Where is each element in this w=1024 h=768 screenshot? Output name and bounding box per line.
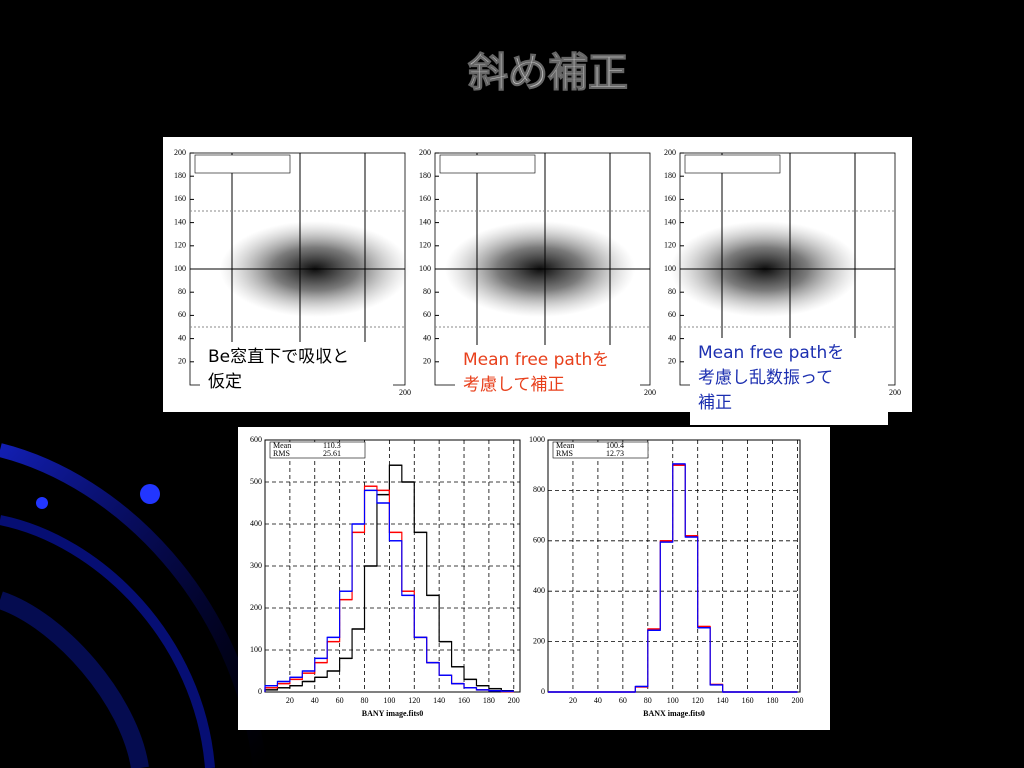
x-tick-label: 20 bbox=[286, 696, 294, 705]
stats-label: Mean bbox=[556, 441, 574, 450]
y-tick-label: 100 bbox=[664, 264, 676, 273]
y-tick-label: 80 bbox=[178, 287, 186, 296]
y-tick-label: 400 bbox=[250, 519, 262, 528]
x-tick-label: 40 bbox=[311, 696, 319, 705]
x-tick-label: 140 bbox=[717, 696, 729, 705]
y-tick-label: 200 bbox=[533, 636, 545, 645]
caption: Be窓直下で吸収と bbox=[208, 347, 349, 367]
y-tick-label: 160 bbox=[174, 194, 186, 203]
x-tick-label: 60 bbox=[336, 696, 344, 705]
y-tick-label: 100 bbox=[419, 264, 431, 273]
stats-label: RMS bbox=[273, 449, 290, 458]
x-tick-label: 200 bbox=[792, 696, 804, 705]
y-tick-label: 200 bbox=[174, 148, 186, 157]
stats-label: Mean bbox=[273, 441, 291, 450]
stats-value: 110.3 bbox=[323, 441, 341, 450]
y-tick-label: 200 bbox=[419, 148, 431, 157]
y-tick-label: 40 bbox=[668, 333, 676, 342]
y-tick-label: 120 bbox=[174, 241, 186, 250]
slide-title: 斜め補正 bbox=[468, 50, 628, 96]
scatter-group: 20 40 60 80 100 120 140 160 180 200 200 20 40 60 80 100… bbox=[174, 148, 901, 425]
y-tick-label: 140 bbox=[664, 217, 676, 226]
x-tick-label: 80 bbox=[644, 696, 652, 705]
x-axis-label: BANX image.fits0 bbox=[643, 709, 705, 718]
caption-box bbox=[690, 338, 888, 425]
caption: Mean free pathを bbox=[698, 343, 844, 363]
y-tick-label: 600 bbox=[533, 536, 545, 545]
x-tick-label: 120 bbox=[408, 696, 420, 705]
x-tick-label: 180 bbox=[767, 696, 779, 705]
y-tick-label: 800 bbox=[533, 485, 545, 494]
y-tick-label: 180 bbox=[174, 171, 186, 180]
stats-box bbox=[552, 441, 649, 459]
stats-value: 12.73 bbox=[606, 449, 624, 458]
histogram-panel bbox=[238, 427, 830, 730]
x-tick-label: 60 bbox=[619, 696, 627, 705]
x-tick-label: 200 bbox=[508, 696, 520, 705]
y-tick-label: 80 bbox=[668, 287, 676, 296]
y-tick-label: 0 bbox=[258, 687, 262, 696]
histogram-step bbox=[548, 463, 798, 693]
y-tick-label: 60 bbox=[423, 310, 431, 319]
y-tick-label: 20 bbox=[423, 357, 431, 366]
y-tick-label: 500 bbox=[250, 477, 262, 486]
y-tick-label: 60 bbox=[668, 310, 676, 319]
x-tick-label: 200 bbox=[399, 388, 411, 397]
stats-box bbox=[194, 154, 291, 174]
x-tick-label: 80 bbox=[361, 696, 369, 705]
y-tick-label: 20 bbox=[178, 357, 186, 366]
y-tick-label: 20 bbox=[668, 357, 676, 366]
y-tick-label: 40 bbox=[423, 333, 431, 342]
y-tick-label: 140 bbox=[174, 217, 186, 226]
x-axis-label: BANY image.fits0 bbox=[362, 709, 423, 718]
x-tick-label: 40 bbox=[594, 696, 602, 705]
x-tick-label: 160 bbox=[458, 696, 470, 705]
stats-box bbox=[269, 441, 366, 459]
stats-box bbox=[439, 154, 536, 174]
y-tick-label: 120 bbox=[664, 241, 676, 250]
stats-box bbox=[684, 154, 781, 174]
caption: Mean free pathを bbox=[463, 350, 609, 370]
y-tick-label: 600 bbox=[250, 435, 262, 444]
y-tick-label: 100 bbox=[174, 264, 186, 273]
x-tick-label: 120 bbox=[692, 696, 704, 705]
y-tick-label: 180 bbox=[664, 171, 676, 180]
y-tick-label: 1000 bbox=[529, 435, 545, 444]
x-tick-label: 200 bbox=[644, 388, 656, 397]
y-tick-label: 300 bbox=[250, 561, 262, 570]
y-tick-label: 60 bbox=[178, 310, 186, 319]
stats-value: 100.4 bbox=[606, 441, 624, 450]
y-tick-label: 40 bbox=[178, 333, 186, 342]
caption-box bbox=[200, 342, 393, 398]
y-tick-label: 200 bbox=[664, 148, 676, 157]
caption: 考慮して補正 bbox=[463, 375, 565, 395]
y-tick-label: 160 bbox=[664, 194, 676, 203]
x-tick-label: 160 bbox=[742, 696, 754, 705]
stats-label: RMS bbox=[556, 449, 573, 458]
caption-box bbox=[455, 345, 640, 400]
x-tick-label: 200 bbox=[889, 388, 901, 397]
y-tick-label: 0 bbox=[541, 687, 545, 696]
caption: 考慮し乱数振って bbox=[698, 368, 833, 388]
y-tick-label: 180 bbox=[419, 171, 431, 180]
stats-value: 25.61 bbox=[323, 449, 341, 458]
y-tick-label: 100 bbox=[250, 645, 262, 654]
caption: 仮定 bbox=[208, 372, 242, 392]
caption: 補正 bbox=[698, 393, 732, 413]
background-swirls bbox=[0, 443, 267, 768]
y-tick-label: 120 bbox=[419, 241, 431, 250]
y-tick-label: 140 bbox=[419, 217, 431, 226]
y-tick-label: 80 bbox=[423, 287, 431, 296]
x-tick-label: 100 bbox=[383, 696, 395, 705]
x-tick-label: 180 bbox=[483, 696, 495, 705]
x-tick-label: 100 bbox=[667, 696, 679, 705]
histogram-step bbox=[264, 489, 514, 692]
x-tick-label: 20 bbox=[569, 696, 577, 705]
y-tick-label: 400 bbox=[533, 586, 545, 595]
y-tick-label: 160 bbox=[419, 194, 431, 203]
x-tick-label: 140 bbox=[433, 696, 445, 705]
y-tick-label: 200 bbox=[250, 603, 262, 612]
